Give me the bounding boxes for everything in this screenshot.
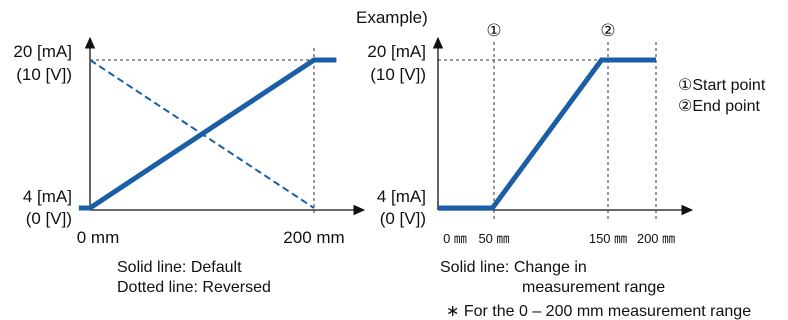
y-tick-20ma: 20 [mA] xyxy=(367,42,426,61)
y-tick-4ma: 4 [mA] xyxy=(377,187,426,206)
legend-end-point: ②End point xyxy=(678,98,761,115)
y-tick-4ma: 4 [mA] xyxy=(23,187,72,206)
series-example-solid xyxy=(438,57,656,211)
x-tick-200mm: 200 mm xyxy=(283,228,344,247)
x-tick-0mm: 0 ㎜ xyxy=(443,231,467,246)
y-tick-10v: (10 [V]) xyxy=(370,65,426,84)
x-tick-150mm: 150 ㎜ xyxy=(589,231,627,246)
legend-start-point: ①Start point xyxy=(678,77,766,94)
footnote: ∗ For the 0 – 200 mm measurement range xyxy=(446,303,751,320)
caption-measurement-range: measurement range xyxy=(522,279,665,296)
y-tick-20ma: 20 [mA] xyxy=(13,42,72,61)
marker-end: ② xyxy=(600,21,615,40)
x-tick-50mm: 50 ㎜ xyxy=(478,231,509,246)
y-tick-0v: (0 [V]) xyxy=(380,209,426,228)
x-tick-200mm: 200 ㎜ xyxy=(637,231,675,246)
y-tick-10v: (10 [V]) xyxy=(16,65,72,84)
caption-default: Solid line: Default xyxy=(117,259,242,276)
chart-default-reversed: 20 [mA] (10 [V]) 4 [mA] (0 [V]) 0 mm 200… xyxy=(13,36,366,296)
caption-reversed: Dotted line: Reversed xyxy=(117,279,271,296)
y-tick-0v: (0 [V]) xyxy=(26,209,72,228)
chart-title: Example) xyxy=(356,8,428,27)
x-tick-0mm: 0 mm xyxy=(77,228,120,247)
series-default-solid xyxy=(78,57,337,211)
chart-example-range: Example) ① ② 20 [mA] (10 [V]) 4 [mA] (0 … xyxy=(356,8,766,296)
marker-start: ① xyxy=(486,21,501,40)
caption-change-range: Solid line: Change in xyxy=(440,259,587,276)
